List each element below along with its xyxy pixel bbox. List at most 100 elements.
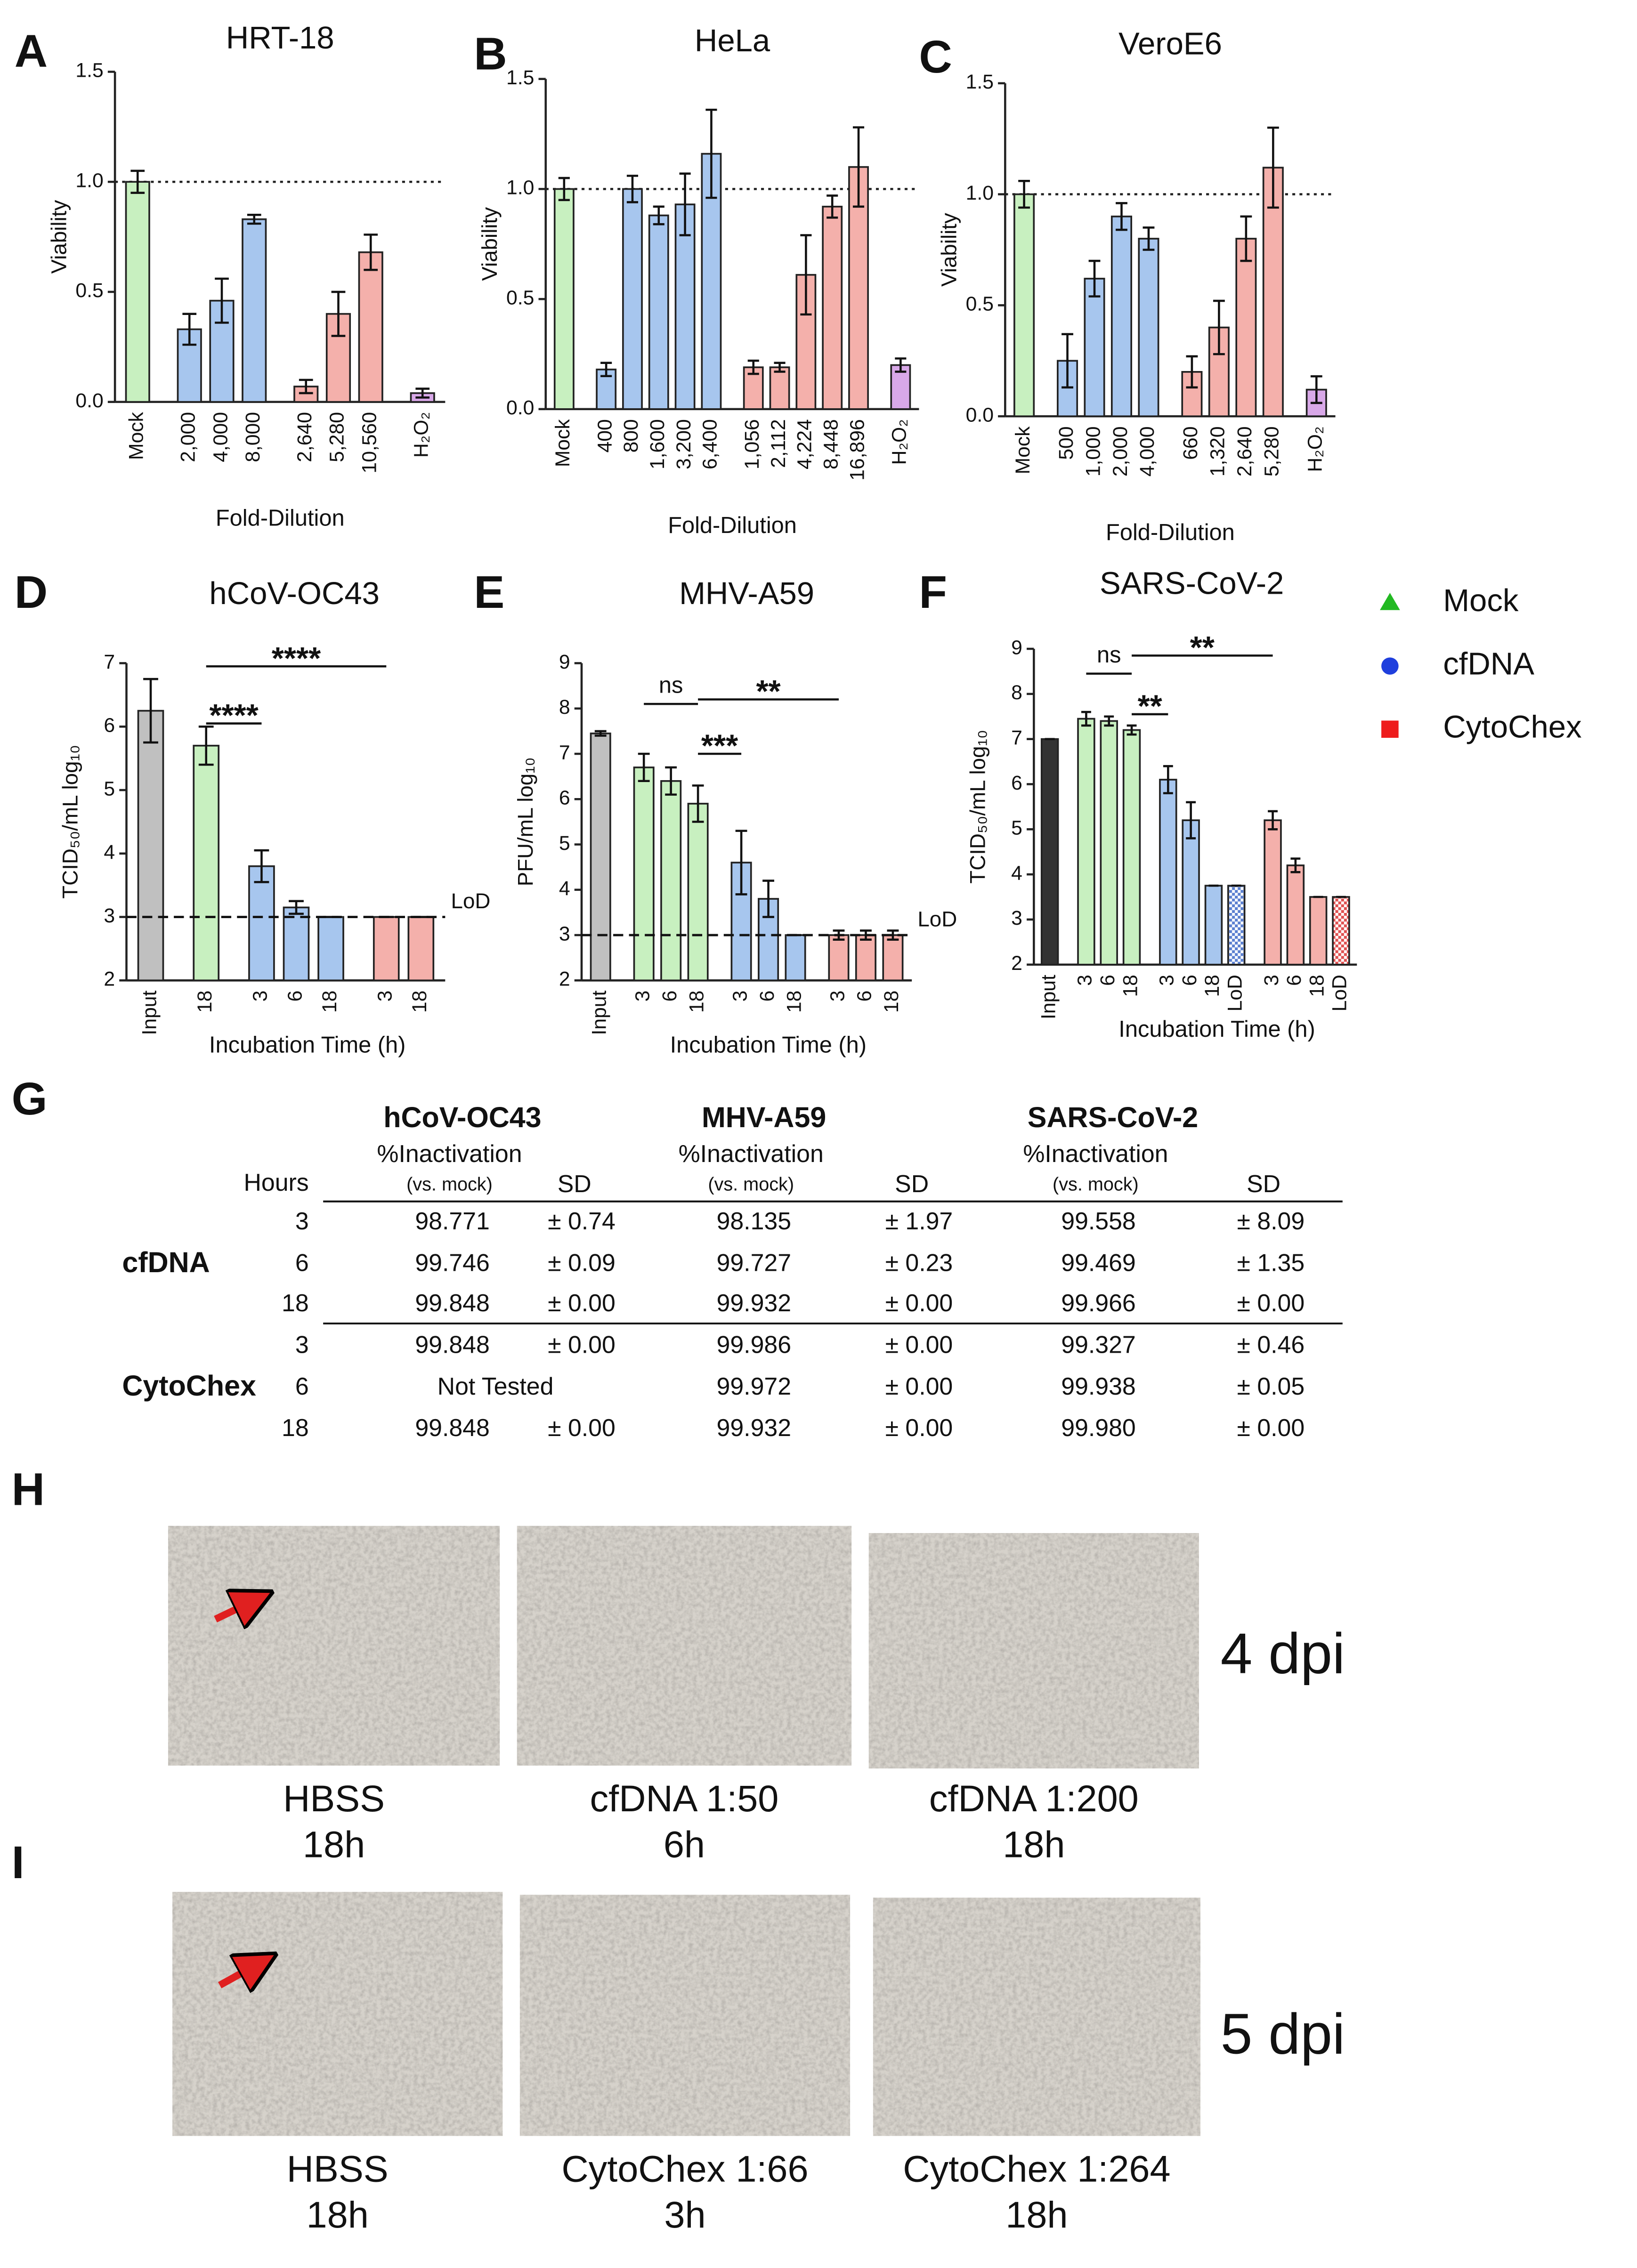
table-cell: ± 0.74 <box>548 1207 616 1235</box>
x-tick-label: 2,112 <box>767 419 790 468</box>
bar <box>1182 819 1200 966</box>
bar <box>1122 729 1141 966</box>
x-tick-label: 3 <box>374 991 397 1002</box>
x-tick-label: 3 <box>631 991 654 1002</box>
table-cell: 99.848 <box>415 1289 489 1316</box>
table-cell: ± 0.23 <box>885 1249 953 1276</box>
error-bar <box>1213 299 1225 355</box>
error-bar <box>735 830 747 896</box>
x-tick-label: 3 <box>729 991 751 1002</box>
table-cell: ± 1.97 <box>885 1207 953 1235</box>
y-tick-label: 9 <box>559 651 570 673</box>
table-cell: 99.848 <box>415 1331 489 1358</box>
bar <box>317 916 344 982</box>
error-bar <box>1116 202 1127 231</box>
timepoint-label: 4 dpi <box>1221 1622 1345 1686</box>
bar <box>125 181 150 403</box>
chart-title: VeroE6 <box>1118 26 1222 61</box>
panel-letter: D <box>15 566 48 618</box>
x-tick-label: 2,640 <box>293 412 316 462</box>
chart-title: MHV-A59 <box>679 576 814 611</box>
table-cell: ± 1.35 <box>1237 1249 1305 1276</box>
error-bar <box>299 379 313 395</box>
bar <box>1138 238 1159 417</box>
x-tick-label: 6 <box>658 991 681 1002</box>
table-cell: 98.135 <box>717 1207 791 1235</box>
chart-title: SARS-CoV-2 <box>1100 566 1284 601</box>
arrow <box>218 1964 259 1986</box>
x-tick-label: H₂O₂ <box>1304 426 1327 472</box>
error-bar <box>860 929 872 941</box>
micrograph-caption: HBSS <box>283 1777 385 1819</box>
x-tick-label: 2,000 <box>1109 426 1132 476</box>
x-axis-label: Fold-Dilution <box>1106 520 1235 545</box>
bar <box>1332 896 1350 966</box>
table-cell: ± 0.05 <box>1237 1372 1305 1400</box>
y-tick-label: 1.0 <box>506 177 534 199</box>
table-cell: Not Tested <box>438 1372 554 1400</box>
bar <box>1309 896 1328 966</box>
x-tick-label: LoD <box>1329 975 1351 1011</box>
x-tick-label: 1,600 <box>646 419 669 469</box>
table-sd: SD <box>895 1170 929 1197</box>
bar <box>137 710 164 982</box>
x-tick-label: 6 <box>1178 975 1201 986</box>
x-tick-label: 6,400 <box>699 419 721 469</box>
legend-label: Mock <box>1443 583 1519 618</box>
micrograph-caption: 6h <box>664 1824 705 1865</box>
x-tick-label: 2,000 <box>177 412 200 462</box>
micrograph-texture <box>517 1525 852 1766</box>
bar <box>553 188 575 410</box>
y-tick-label: 0.5 <box>966 293 994 315</box>
y-tick-label: 3 <box>559 922 570 945</box>
table-cell: ± 0.46 <box>1237 1331 1305 1358</box>
x-tick-label: 8,448 <box>819 419 842 469</box>
y-tick-label: 0.0 <box>75 389 103 412</box>
x-tick-label: 3 <box>249 991 272 1002</box>
legend-marker <box>1380 593 1400 610</box>
x-axis-label: Fold-Dilution <box>668 513 797 538</box>
micrograph-caption: 18h <box>1005 2194 1068 2236</box>
table-cell: 99.980 <box>1061 1414 1135 1441</box>
bar <box>373 916 400 982</box>
table-hours: 18 <box>282 1289 309 1316</box>
x-tick-label: 8,000 <box>242 412 264 462</box>
bar <box>283 906 310 982</box>
micrograph-texture <box>868 1533 1199 1769</box>
x-tick-label: 4,224 <box>794 419 816 469</box>
bar <box>1286 864 1305 966</box>
bar <box>248 865 275 982</box>
table-cell: 99.986 <box>717 1331 791 1358</box>
x-tick-label: 660 <box>1179 426 1202 460</box>
micrograph-texture <box>873 1897 1200 2136</box>
table-hours: 18 <box>282 1414 309 1441</box>
error-bar <box>827 194 838 219</box>
y-tick-label: 4 <box>104 841 115 864</box>
table-measure: %Inactivation <box>377 1140 522 1167</box>
bar <box>1262 167 1284 417</box>
lod-label: LoD <box>451 889 491 913</box>
bar <box>590 732 611 982</box>
table-cell: ± 0.00 <box>885 1372 953 1400</box>
x-tick-label: H₂O₂ <box>410 412 432 458</box>
y-tick-label: 6 <box>104 714 115 737</box>
panel-letter: B <box>474 28 507 80</box>
x-tick-label: 3 <box>826 991 849 1002</box>
error-bar <box>558 177 570 202</box>
micrograph-caption: CytoChex 1:66 <box>561 2148 808 2190</box>
x-tick-label: 1,320 <box>1207 426 1229 476</box>
x-tick-label: 3 <box>1156 975 1178 986</box>
chart-title: hCoV-OC43 <box>209 576 380 611</box>
table-cell: ± 0.00 <box>548 1414 616 1441</box>
x-tick-label: 18 <box>408 991 431 1013</box>
panel-letter: A <box>15 25 48 77</box>
error-bar <box>331 291 346 337</box>
y-tick-label: 3 <box>104 904 115 927</box>
y-tick-label: 1.0 <box>75 169 103 192</box>
significance-label: ns <box>1097 642 1121 668</box>
x-axis-label: Incubation Time (h) <box>209 1032 405 1057</box>
table-column-header: SARS-CoV-2 <box>1028 1101 1198 1133</box>
x-tick-label: 500 <box>1055 426 1078 460</box>
y-tick-label: 3 <box>1011 907 1022 929</box>
table-hours: 3 <box>295 1331 309 1358</box>
